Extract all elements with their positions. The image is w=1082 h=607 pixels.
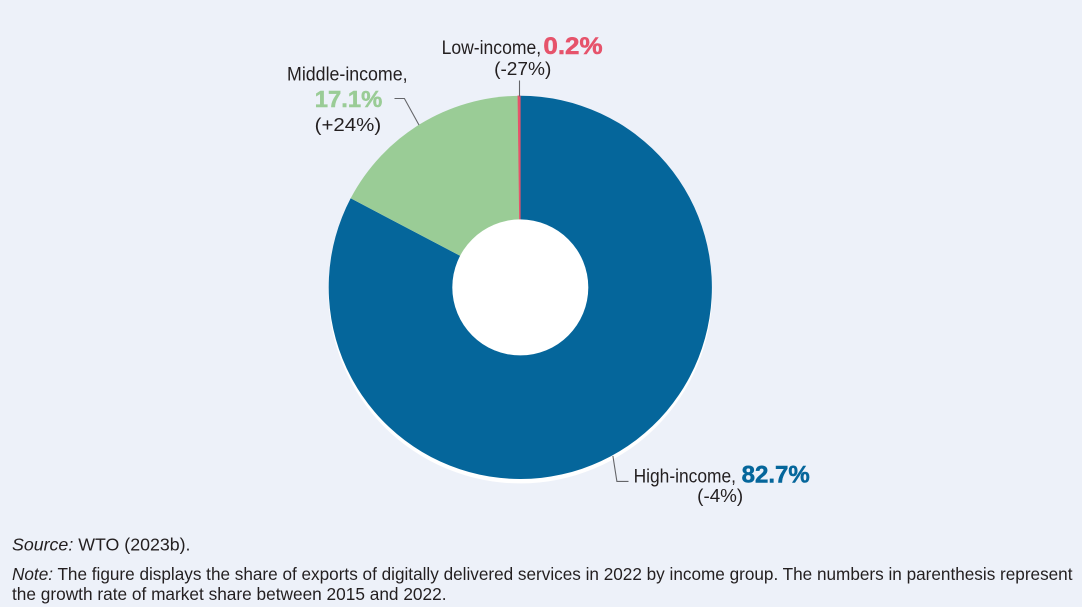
svg-text:(+24%): (+24%) [315, 114, 382, 135]
svg-text:Low-income,0.2%: Low-income,0.2% [442, 33, 603, 60]
svg-text:Source: WTO (2023b).: Source: WTO (2023b). [12, 534, 191, 554]
svg-text:High-income,82.7%: High-income, 82.7% [634, 461, 810, 488]
svg-text:Note: The figure displays the: Note: The figure displays the share of e… [12, 564, 1073, 584]
svg-text:the growth rate of market shar: the growth rate of market share between … [12, 584, 447, 604]
svg-text:Middle-income,: Middle-income, [287, 63, 408, 85]
svg-text:17.1%: 17.1% [315, 86, 383, 112]
svg-text:(-4%): (-4%) [697, 486, 743, 506]
svg-text:(-27%): (-27%) [494, 59, 551, 79]
